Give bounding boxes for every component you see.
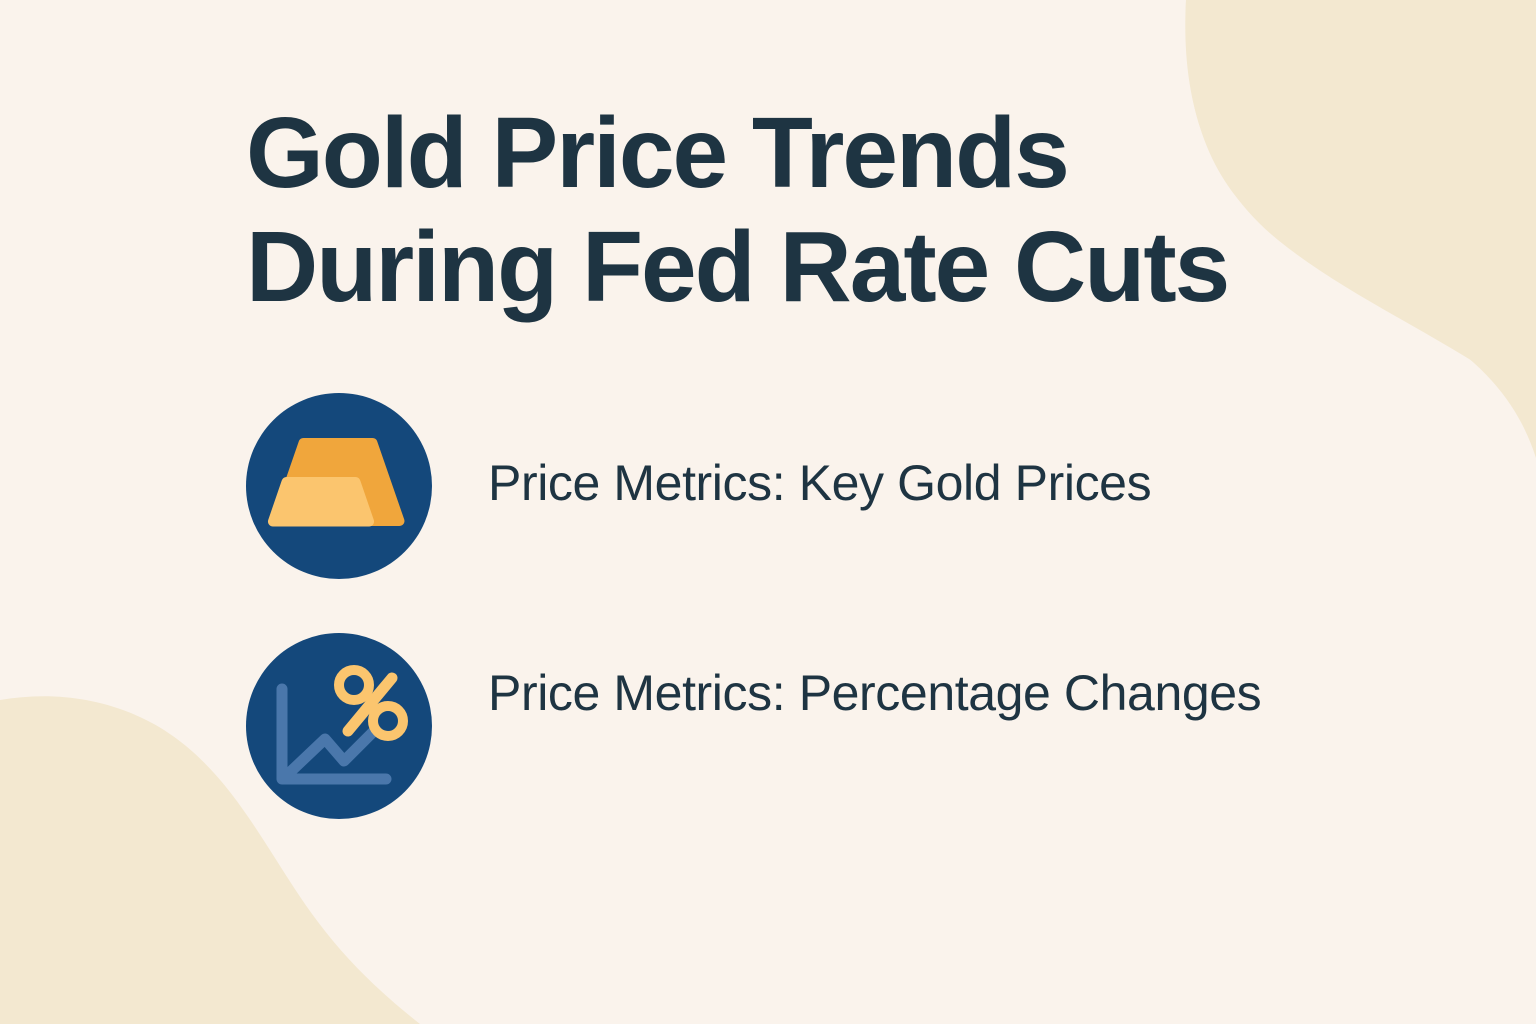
list-item-label: Price Metrics: Key Gold Prices <box>488 455 1152 511</box>
slide-content: Gold Price Trends During Fed Rate Cuts P… <box>246 0 1386 1024</box>
title-line-2: During Fed Rate Cuts <box>246 211 1230 323</box>
list-item: Price Metrics: Key Gold Prices <box>246 393 1386 579</box>
percent-chart-icon <box>246 633 432 819</box>
percent-chart-icon-glyph <box>276 665 408 785</box>
title-line-1: Gold Price Trends <box>246 97 1070 209</box>
bullet-list: Price Metrics: Key Gold Prices <box>246 393 1386 873</box>
page-title: Gold Price Trends During Fed Rate Cuts <box>246 96 1356 324</box>
gold-bars-icon-glyph <box>267 438 405 527</box>
gold-bars-icon <box>246 393 432 579</box>
list-item: Price Metrics: Percentage Changes <box>246 633 1386 819</box>
list-item-label: Price Metrics: Percentage Changes <box>488 665 1262 721</box>
